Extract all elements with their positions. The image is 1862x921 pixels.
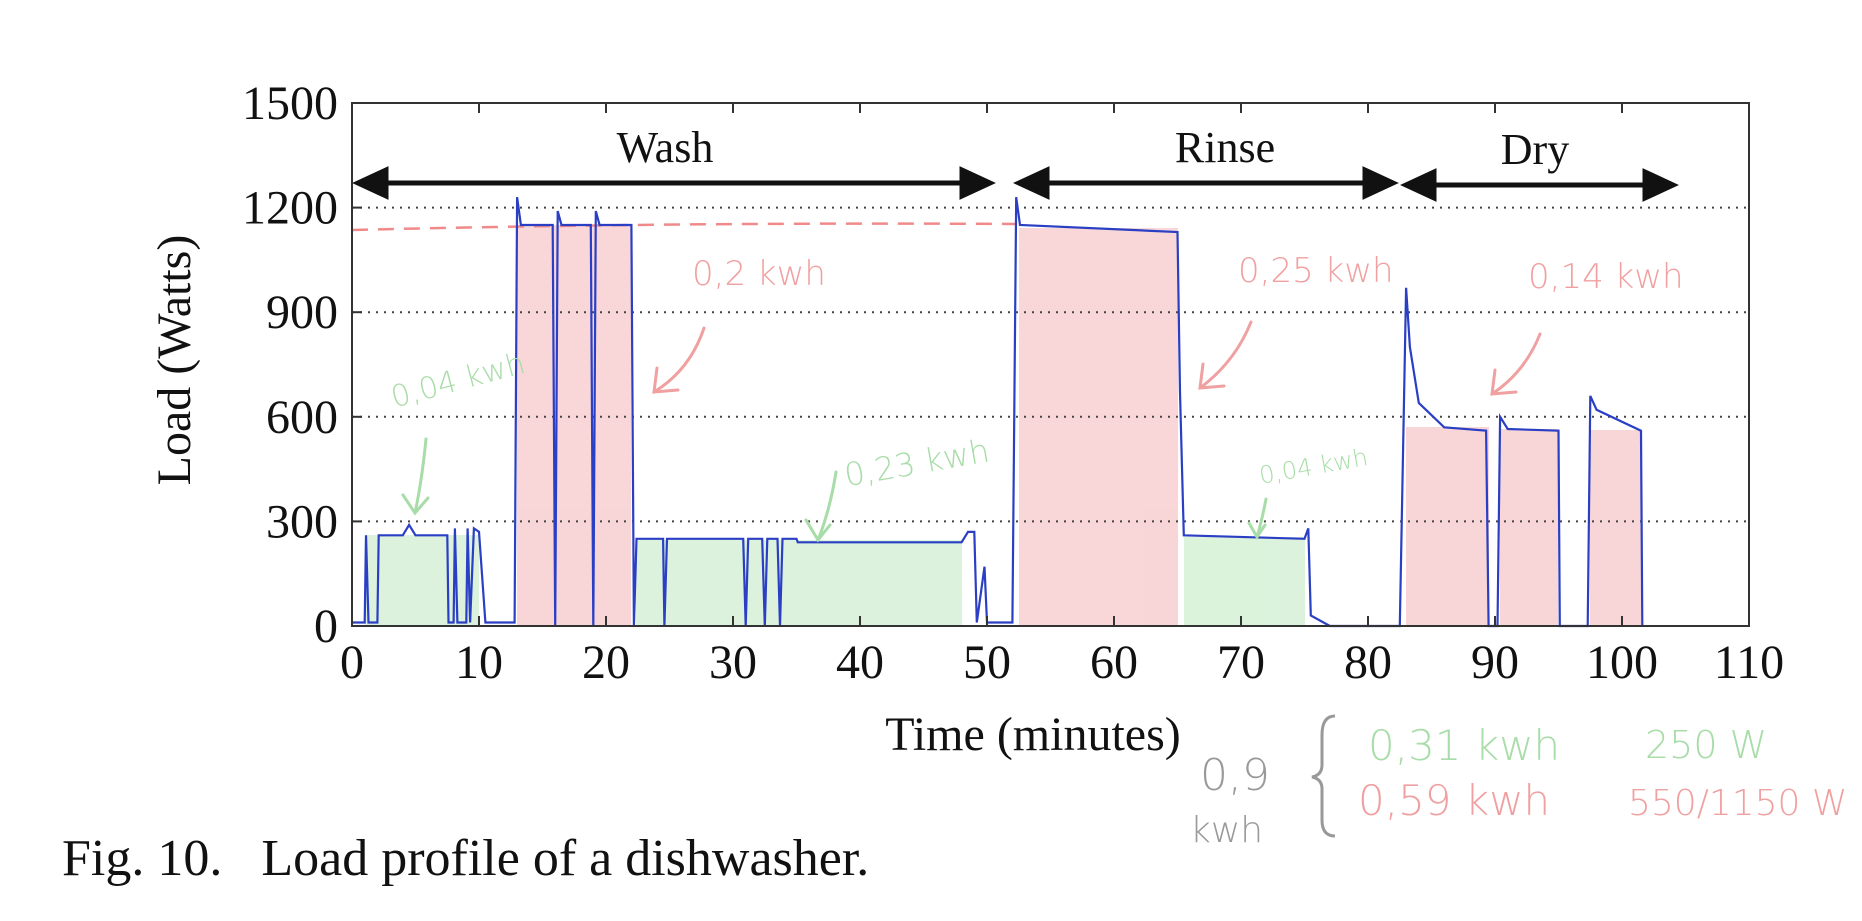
y-tick-label: 900: [266, 286, 338, 339]
x-tick-label: 70: [1217, 636, 1265, 689]
red-area: [1019, 228, 1178, 626]
annotation: 0,2 kwh: [692, 254, 826, 294]
phase-label: Dry: [1501, 125, 1569, 174]
annotation: 0,04 kwh: [1257, 443, 1370, 490]
annotation-arrow: [652, 326, 706, 394]
arrow-head: [1013, 166, 1050, 200]
summary-green-power: 250 W: [1645, 723, 1767, 767]
phase-label: Wash: [617, 123, 714, 172]
red-area: [517, 225, 631, 626]
plot-frame: [351, 102, 1750, 627]
x-tick-label: 110: [1714, 636, 1784, 689]
annotation: 0,14 kwh: [1528, 257, 1684, 297]
x-tick-label: 10: [455, 636, 503, 689]
green-area: [636, 540, 962, 626]
arrow-head: [1362, 166, 1399, 200]
annotation-arrow: [401, 437, 430, 516]
phase-arrows: [352, 166, 1679, 202]
green-area: [365, 535, 479, 626]
arrow-head: [959, 166, 996, 200]
y-tick-label: 0: [314, 600, 338, 653]
summary-red-power: 550/1150 W: [1628, 783, 1848, 824]
annotation: 0,04 kwh: [387, 346, 529, 415]
y-tick-label: 300: [266, 495, 338, 548]
y-tick-label: 600: [266, 391, 338, 444]
red-area: [1590, 430, 1641, 626]
phase-label: Rinse: [1175, 123, 1275, 172]
summary-unit: kwh: [1190, 810, 1263, 851]
x-tick-label: 20: [582, 636, 630, 689]
arrow-head: [1642, 168, 1679, 202]
x-tick-label: 30: [709, 636, 757, 689]
annotation-arrow: [1490, 332, 1542, 396]
x-axis-label: Time (minutes): [885, 708, 1181, 761]
x-tick-label: 40: [836, 636, 884, 689]
green-area: [1184, 537, 1305, 626]
annotation-arrow: [804, 470, 838, 543]
load-line: [352, 196, 1644, 628]
x-tick-label: 100: [1586, 636, 1658, 689]
annotation-arrow: [1247, 497, 1268, 540]
summary-green-energy: 0,31 kwh: [1368, 721, 1560, 770]
annotation: 0,23 kwh: [841, 431, 992, 494]
y-axis-label: Load (Watts): [148, 235, 201, 486]
y-tick-label: 1200: [242, 182, 338, 235]
x-tick-label: 0: [340, 636, 364, 689]
x-tick-label: 80: [1344, 636, 1392, 689]
red-area: [1406, 427, 1489, 626]
plot: [352, 196, 1749, 628]
y-tick-label: 1500: [242, 77, 338, 130]
red-area: [1500, 429, 1558, 626]
shading: [365, 225, 1641, 626]
arrow-head: [1400, 168, 1437, 202]
x-tick-label: 90: [1471, 636, 1519, 689]
summary-total: 0,9: [1200, 750, 1270, 801]
arrow-head: [352, 166, 389, 200]
annotation-arrow: [1198, 320, 1253, 390]
annotation-arrows: [401, 320, 1542, 543]
annotation: 0,25 kwh: [1238, 251, 1394, 291]
caption: Fig. 10. Load profile of a dishwasher.: [62, 830, 869, 887]
brace: [1311, 714, 1336, 838]
dashed-level: [351, 222, 1016, 232]
x-tick-label: 50: [963, 636, 1011, 689]
summary-red-energy: 0,59 kwh: [1358, 776, 1550, 825]
x-tick-label: 60: [1090, 636, 1138, 689]
